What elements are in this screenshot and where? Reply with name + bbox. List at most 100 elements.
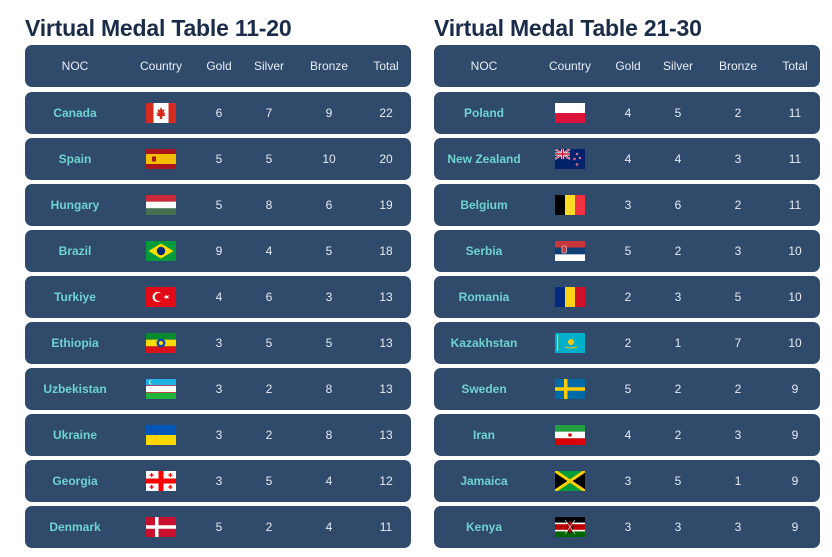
country-flag-cell bbox=[534, 92, 606, 134]
bronze-count: 4 bbox=[325, 474, 333, 488]
total-count: 13 bbox=[379, 428, 393, 442]
total-count: 13 bbox=[379, 290, 393, 304]
table-row: Georgia 3 5 4 12 bbox=[25, 460, 411, 502]
noc-name: Brazil bbox=[58, 244, 92, 258]
table-row: Ukraine 3 2 8 13 bbox=[25, 414, 411, 456]
total-count: 9 bbox=[791, 428, 799, 442]
bronze-count: 10 bbox=[322, 152, 336, 166]
table-row: Romania 2 3 5 10 bbox=[434, 276, 820, 318]
total-count: 12 bbox=[379, 474, 393, 488]
header-gold: Gold bbox=[206, 59, 232, 73]
gold-count: 4 bbox=[624, 428, 632, 442]
country-flag-cell bbox=[534, 138, 606, 180]
gold-count: 4 bbox=[215, 290, 223, 304]
bronze-count: 8 bbox=[325, 382, 333, 396]
country-flag-cell bbox=[125, 138, 197, 180]
country-flag-cell bbox=[534, 368, 606, 410]
table-row: Iran 4 2 3 9 bbox=[434, 414, 820, 456]
medal-table-11-20: Virtual Medal Table 11-20 NOC Country Go… bbox=[25, 0, 413, 552]
noc-name: Poland bbox=[463, 106, 504, 120]
bronze-count: 3 bbox=[734, 428, 742, 442]
gold-count: 3 bbox=[624, 198, 632, 212]
table-row: Serbia 5 2 3 10 bbox=[434, 230, 820, 272]
silver-count: 5 bbox=[265, 152, 273, 166]
silver-count: 3 bbox=[674, 520, 682, 534]
silver-count: 2 bbox=[674, 428, 682, 442]
denmark-flag bbox=[146, 517, 176, 537]
country-flag-cell bbox=[125, 460, 197, 502]
total-count: 9 bbox=[791, 520, 799, 534]
table-row: Brazil 9 4 5 18 bbox=[25, 230, 411, 272]
bronze-count: 7 bbox=[734, 336, 742, 350]
ukraine-flag bbox=[146, 425, 176, 445]
table-row: Kenya 3 3 3 9 bbox=[434, 506, 820, 548]
silver-count: 4 bbox=[265, 244, 273, 258]
canada-flag bbox=[146, 103, 176, 123]
table-row: Denmark 5 2 4 11 bbox=[25, 506, 411, 548]
bronze-count: 2 bbox=[734, 382, 742, 396]
table-title: Virtual Medal Table 11-20 bbox=[25, 15, 292, 41]
new-zealand-flag bbox=[555, 149, 585, 169]
noc-name: Georgia bbox=[52, 474, 98, 488]
jamaica-flag bbox=[555, 471, 585, 491]
kazakhstan-flag bbox=[555, 333, 585, 353]
gold-count: 5 bbox=[624, 244, 632, 258]
country-flag-cell bbox=[534, 230, 606, 272]
gold-count: 4 bbox=[624, 152, 632, 166]
romania-flag bbox=[555, 287, 585, 307]
table-row: Uzbekistan 3 2 8 13 bbox=[25, 368, 411, 410]
country-flag-cell bbox=[534, 506, 606, 548]
gold-count: 2 bbox=[624, 290, 632, 304]
noc-name: Spain bbox=[58, 152, 92, 166]
country-flag-cell bbox=[125, 276, 197, 318]
table-row: Turkiye 4 6 3 13 bbox=[25, 276, 411, 318]
header-silver: Silver bbox=[253, 59, 284, 73]
country-flag-cell bbox=[125, 414, 197, 456]
spain-flag bbox=[146, 149, 176, 169]
silver-count: 2 bbox=[265, 520, 273, 534]
total-count: 13 bbox=[379, 382, 393, 396]
gold-count: 5 bbox=[624, 382, 632, 396]
silver-count: 2 bbox=[674, 244, 682, 258]
silver-count: 2 bbox=[265, 382, 273, 396]
gold-count: 5 bbox=[215, 152, 223, 166]
silver-count: 7 bbox=[265, 106, 273, 120]
gold-count: 3 bbox=[215, 428, 223, 442]
country-flag-cell bbox=[125, 92, 197, 134]
noc-name: Ukraine bbox=[52, 428, 98, 442]
noc-name: Kenya bbox=[465, 520, 503, 534]
bronze-count: 5 bbox=[325, 336, 333, 350]
bronze-count: 4 bbox=[325, 520, 333, 534]
table-row: Belgium 3 6 2 11 bbox=[434, 184, 820, 226]
total-count: 19 bbox=[379, 198, 393, 212]
table-row: Ethiopia 3 5 5 13 bbox=[25, 322, 411, 364]
serbia-flag bbox=[555, 241, 585, 261]
silver-count: 1 bbox=[674, 336, 682, 350]
table-header: NOC Country Gold Silver Bronze Total bbox=[25, 45, 411, 87]
total-count: 11 bbox=[788, 198, 802, 212]
noc-name: Denmark bbox=[49, 520, 101, 534]
table-row: Canada 6 7 9 22 bbox=[25, 92, 411, 134]
silver-count: 5 bbox=[265, 474, 273, 488]
silver-count: 2 bbox=[265, 428, 273, 442]
gold-count: 3 bbox=[215, 336, 223, 350]
country-flag-cell bbox=[534, 184, 606, 226]
ethiopia-flag bbox=[146, 333, 176, 353]
table-row: Hungary 5 8 6 19 bbox=[25, 184, 411, 226]
silver-count: 2 bbox=[674, 382, 682, 396]
noc-name: New Zealand bbox=[447, 152, 521, 166]
total-count: 9 bbox=[791, 382, 799, 396]
table-header: NOC Country Gold Silver Bronze Total bbox=[434, 45, 820, 87]
header-total: Total bbox=[373, 59, 399, 73]
noc-name: Canada bbox=[53, 106, 97, 120]
header-total: Total bbox=[782, 59, 808, 73]
bronze-count: 5 bbox=[734, 290, 742, 304]
sweden-flag bbox=[555, 379, 585, 399]
brazil-flag bbox=[146, 241, 176, 261]
bronze-count: 1 bbox=[734, 474, 742, 488]
noc-name: Uzbekistan bbox=[43, 382, 107, 396]
country-flag-cell bbox=[534, 276, 606, 318]
noc-name: Sweden bbox=[461, 382, 507, 396]
header-bronze: Bronze bbox=[718, 59, 758, 73]
total-count: 20 bbox=[379, 152, 393, 166]
